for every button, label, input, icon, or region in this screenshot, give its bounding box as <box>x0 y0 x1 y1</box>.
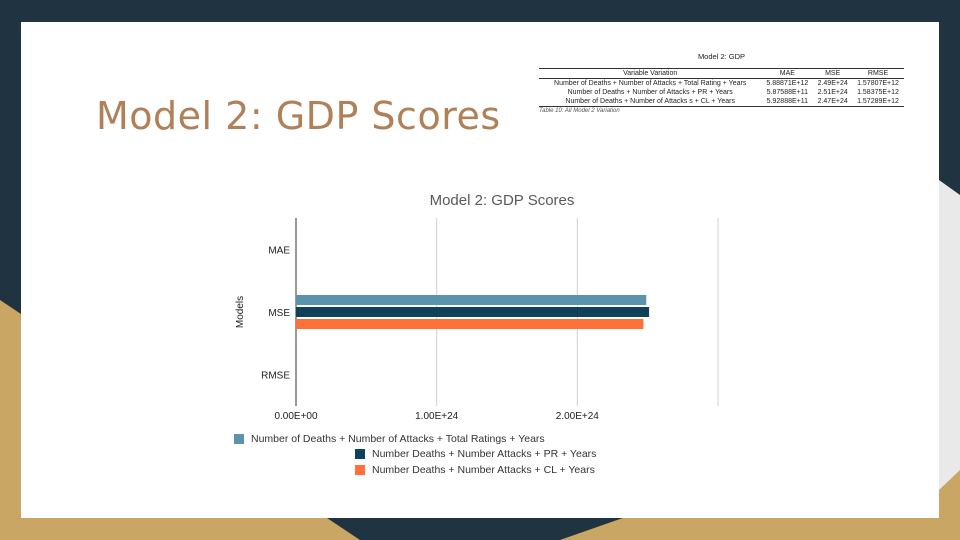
y-tick-label: MSE <box>268 308 290 319</box>
table-cell: 2.47E+24 <box>817 98 848 105</box>
y-tick-label: RMSE <box>261 371 290 382</box>
table-cell: Number of Deaths + Number of Attacks s +… <box>565 98 735 105</box>
legend-item: Number of Deaths + Number of Attacks + T… <box>234 433 545 445</box>
table-caption: Table 10: All Model 2 Variation <box>539 108 620 114</box>
y-axis-label: Models <box>235 296 246 328</box>
x-tick-label: 2.00E+24 <box>556 411 600 422</box>
table-cell: 5.87588E+11 <box>766 89 808 96</box>
bar <box>296 307 650 317</box>
chart-title: Model 2: GDP Scores <box>430 192 575 209</box>
table-cell: 2.49E+24 <box>817 80 848 87</box>
table-header-cell: MAE <box>761 68 814 79</box>
table-row: Number of Deaths + Number of Attacks + P… <box>539 88 904 97</box>
table-title: Model 2: GDP <box>697 52 746 61</box>
legend-swatch <box>355 449 365 459</box>
x-tick-label: 1.00E+24 <box>415 411 459 422</box>
table-cell: Number of Deaths + Number of Attacks + P… <box>567 89 733 96</box>
bar <box>296 319 644 329</box>
table-cell: 1.58375E+12 <box>857 89 899 96</box>
table-cell: 5.88871E+12 <box>766 80 809 87</box>
legend-swatch <box>355 465 365 475</box>
results-table-container: Model 2: GDP Variable Variation MAE MSE … <box>539 52 904 114</box>
table-cell: 1.57289E+12 <box>857 98 899 105</box>
table-cell: 1.57807E+12 <box>857 80 899 87</box>
legend-label: Number Deaths + Number Attacks + CL + Ye… <box>372 464 595 476</box>
legend-item: Number Deaths + Number Attacks + PR + Ye… <box>355 448 596 460</box>
slide-title: Model 2: GDP Scores <box>96 94 501 138</box>
table-row: Number of Deaths + Number of Attacks + T… <box>539 79 904 89</box>
slide: Model 2: GDP Scores Model 2: GDP Variabl… <box>21 22 939 518</box>
table-cell: Number of Deaths + Number of Attacks + T… <box>554 80 747 87</box>
x-tick-label: 0.00E+00 <box>274 411 318 422</box>
bar <box>296 295 647 305</box>
table-cell: 2.51E+24 <box>817 89 848 96</box>
legend-item: Number Deaths + Number Attacks + CL + Ye… <box>355 464 595 476</box>
table-header-cell: Variable Variation <box>539 68 762 79</box>
legend-swatch <box>234 434 244 444</box>
table-cell: 5.92888E+11 <box>766 98 808 105</box>
legend-label: Number of Deaths + Number of Attacks + T… <box>251 433 545 445</box>
table-row: Number of Deaths + Number of Attacks s +… <box>539 97 904 107</box>
table-header-row: Variable Variation MAE MSE RMSE <box>539 68 904 79</box>
bar-chart: Model 2: GDP Scores 0.00E+00 1.00E+24 2.00E… <box>235 192 719 422</box>
legend-label: Number Deaths + Number Attacks + PR + Ye… <box>372 448 597 460</box>
y-tick-label: MAE <box>268 245 290 256</box>
results-table: Variable Variation MAE MSE RMSE Number o… <box>539 68 904 107</box>
table-header-cell: RMSE <box>852 68 904 79</box>
table-header-cell: MSE <box>813 68 853 79</box>
